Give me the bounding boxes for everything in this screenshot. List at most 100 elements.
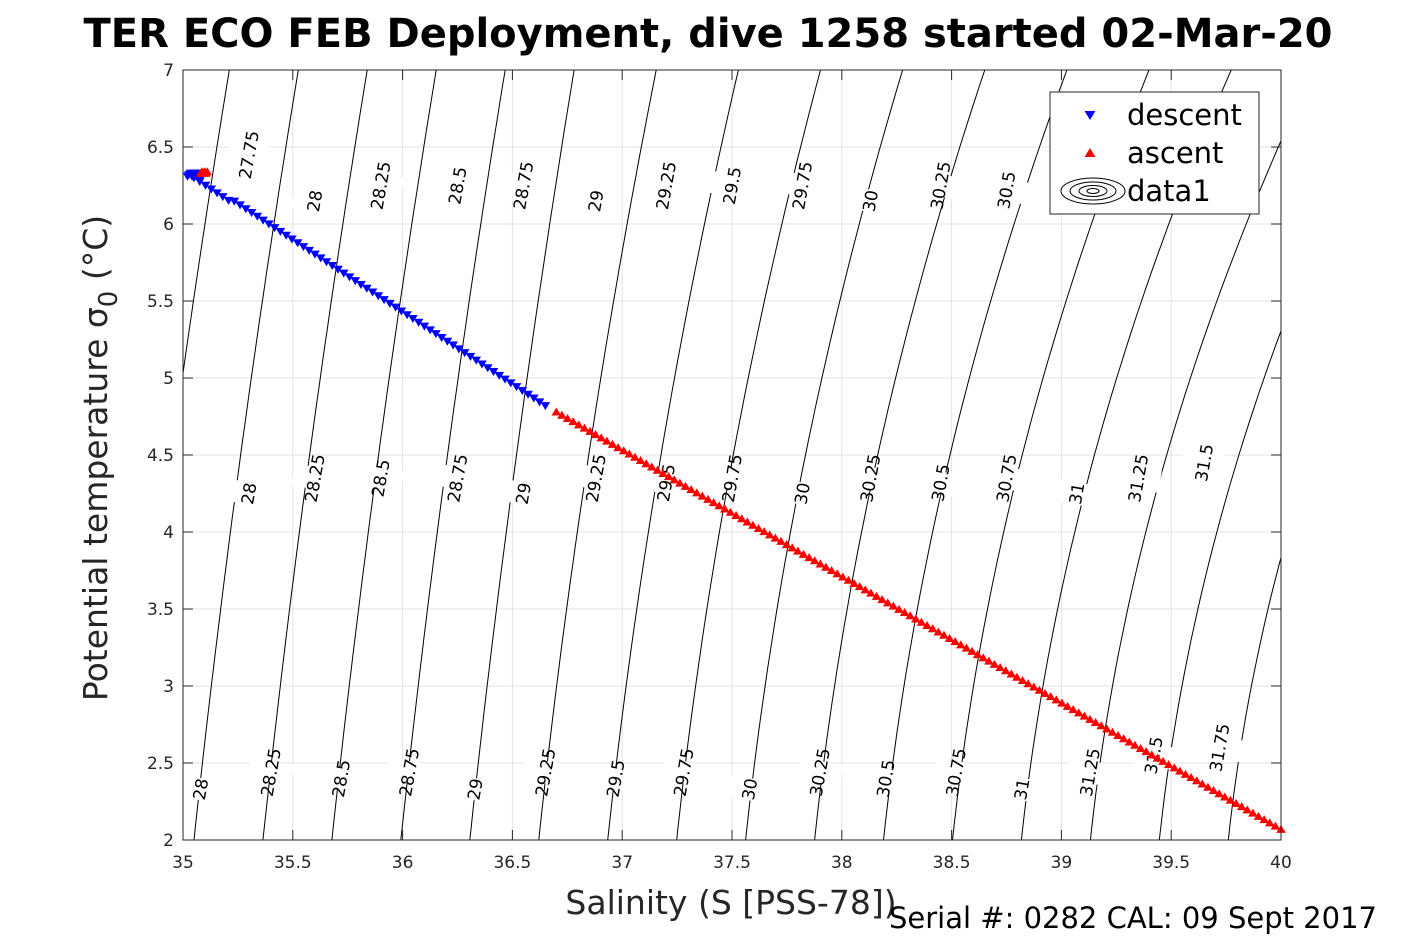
ascent-point	[939, 630, 949, 639]
descent-point	[241, 205, 251, 214]
contour-label-bg	[725, 774, 774, 804]
x-tick-label: 37.5	[713, 853, 751, 873]
ascent-point	[1085, 714, 1095, 723]
contour-label: 29	[464, 777, 487, 802]
ascent-point	[933, 627, 944, 636]
descent-point	[338, 269, 349, 278]
contour-label-bg	[225, 140, 273, 170]
descent-point	[264, 220, 274, 229]
ascent-point	[770, 533, 781, 542]
ascent-point	[647, 462, 657, 471]
ascent-point	[686, 485, 696, 494]
ascent-point	[585, 426, 595, 435]
ascent-point	[821, 562, 831, 571]
ascent-point	[624, 449, 635, 458]
legend: descent ascent data1	[1049, 91, 1260, 215]
contour-label-bg	[917, 468, 965, 498]
ascent-point	[995, 663, 1005, 672]
contour-label: 28.5	[329, 758, 355, 799]
ascent-point	[984, 656, 994, 665]
ascent-point	[793, 546, 803, 555]
ascent-point	[618, 446, 629, 455]
contour-label-bg	[642, 170, 690, 201]
ascent-point	[894, 604, 904, 613]
contour-label-bg	[499, 170, 547, 201]
descent-point	[269, 224, 280, 233]
ascent-point	[1118, 734, 1129, 743]
ascent-point	[1034, 685, 1045, 694]
descent-point	[252, 212, 263, 221]
ascent-point	[972, 650, 983, 659]
descent-point	[350, 277, 361, 286]
descent-point	[373, 292, 384, 301]
ascent-point	[669, 475, 680, 484]
contour-label: 27.75	[236, 129, 264, 180]
contour-label-bg	[225, 478, 273, 509]
ascent-point	[1107, 727, 1118, 736]
descent-point	[229, 197, 240, 206]
density-contour-line	[331, 70, 437, 840]
ascent-point	[658, 468, 668, 477]
legend-descent-marker	[1084, 110, 1096, 120]
x-tick-label: 38	[831, 853, 853, 873]
ascent-point	[697, 491, 708, 500]
ascent-point	[759, 527, 769, 536]
ascent-point	[1029, 682, 1039, 691]
descent-point	[471, 356, 482, 365]
contour-label: 28	[190, 777, 213, 802]
ascent-point	[1163, 760, 1174, 769]
contour-label: 31	[1011, 777, 1034, 802]
ascent-point	[1191, 776, 1202, 785]
ascent-point	[1096, 721, 1107, 730]
chart-title: TER ECO FEB Deployment, dive 1258 starte…	[83, 11, 1332, 57]
descent-point	[534, 398, 545, 407]
ascent-point	[944, 633, 955, 642]
ascent-point	[1270, 821, 1281, 830]
descent-point	[390, 303, 401, 312]
legend-ascent-marker	[1084, 148, 1096, 158]
contour-label: 29.25	[532, 747, 560, 798]
contour-label-bg	[932, 757, 980, 787]
descent-point	[500, 375, 510, 384]
contour-label-bg	[291, 186, 339, 216]
contour-label-bg	[982, 175, 1031, 205]
descent-point	[361, 284, 372, 293]
density-contour-line	[193, 70, 299, 840]
ascent-point	[967, 646, 977, 655]
ascent-point	[1180, 769, 1191, 778]
y-axis-label: Potential temperature σ0 (°C)	[76, 215, 124, 701]
ascent-point	[916, 617, 927, 626]
contour-label-bg	[1180, 448, 1228, 478]
ascent-point	[1242, 805, 1253, 814]
ascent-point	[736, 514, 747, 523]
descent-point	[200, 181, 211, 190]
descent-point	[217, 193, 228, 202]
contour-label-bg	[572, 463, 620, 493]
y-tick-label: 6.5	[147, 138, 174, 158]
descent-point	[275, 227, 286, 236]
contour-label: 28.75	[396, 747, 424, 798]
descent-point	[333, 265, 343, 274]
ascent-point	[202, 167, 212, 176]
descent-point	[356, 280, 366, 289]
descent-point	[194, 177, 205, 186]
descent-point	[367, 288, 378, 297]
ascent-point	[787, 543, 798, 552]
ascent-point	[1169, 763, 1180, 772]
contour-label-bg	[247, 757, 295, 787]
contour-label-bg	[660, 757, 708, 787]
ascent-point	[1124, 737, 1135, 746]
contour-label-bg	[982, 463, 1031, 493]
descent-point	[505, 379, 516, 388]
descent-point	[425, 326, 435, 335]
ascent-point	[1130, 740, 1140, 749]
contour-label-bg	[1066, 757, 1114, 787]
descent-point	[315, 254, 326, 263]
descent-point	[396, 307, 407, 316]
descent-point	[327, 262, 338, 271]
serial-cal-footer: Serial #: 0282 CAL: 09 Sept 2017	[889, 901, 1377, 935]
y-tick-label: 4	[163, 523, 174, 543]
contour-label-bg	[385, 757, 433, 787]
density-contour-line	[1297, 70, 1417, 840]
